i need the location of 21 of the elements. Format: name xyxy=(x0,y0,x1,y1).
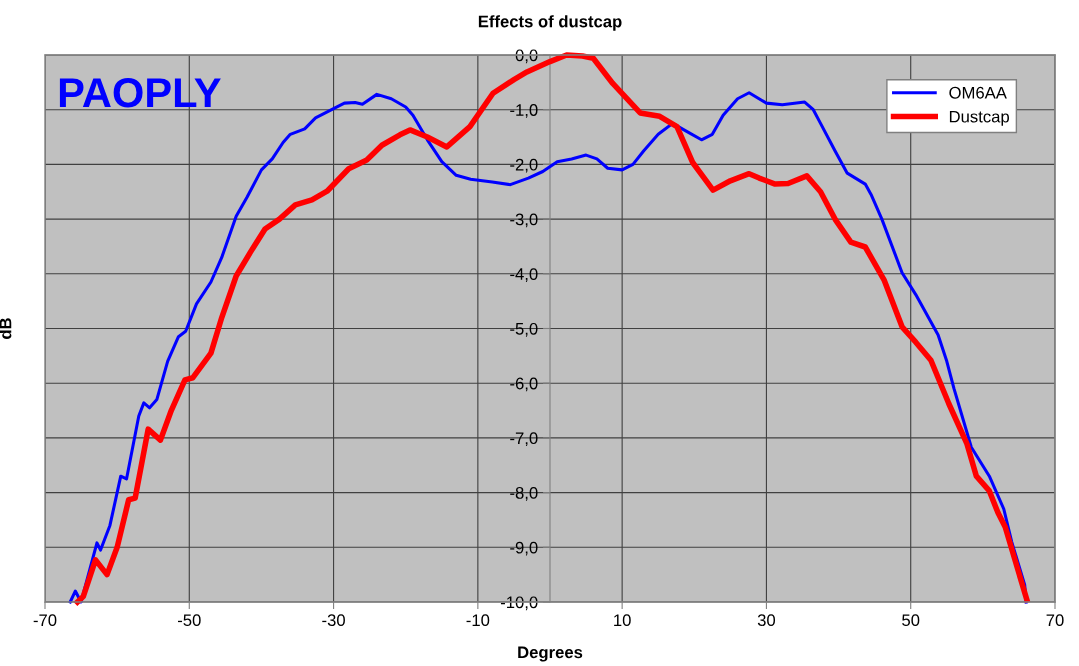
y-tick-label: -3,0 xyxy=(510,213,538,228)
y-tick-label: -7,0 xyxy=(510,432,538,447)
x-tick-label: -70 xyxy=(33,614,57,627)
x-tick-label: 30 xyxy=(757,614,776,627)
x-axis-title: Degrees xyxy=(518,646,583,662)
y-tick-label: -10,0 xyxy=(500,596,538,611)
x-tick-label: -50 xyxy=(177,614,201,627)
y-tick-label: -1,0 xyxy=(510,104,538,118)
y-tick-label: -4,0 xyxy=(510,268,538,282)
y-axis-title: dB xyxy=(0,318,12,339)
x-tick-label: 70 xyxy=(1046,614,1064,627)
y-tick-label: -6,0 xyxy=(510,377,538,392)
legend-label: Dustcap xyxy=(949,110,1009,126)
x-tick-label: -10 xyxy=(466,614,490,627)
y-tick-label: -9,0 xyxy=(510,541,538,556)
y-tick-label: 0,0 xyxy=(515,49,538,64)
legend-label: OM6AA xyxy=(949,86,1007,99)
x-tick-label: 10 xyxy=(614,614,631,627)
x-tick-label: 50 xyxy=(902,614,920,627)
chart-title: Effects of dustcap xyxy=(478,15,622,31)
x-tick-label: -30 xyxy=(322,614,345,627)
